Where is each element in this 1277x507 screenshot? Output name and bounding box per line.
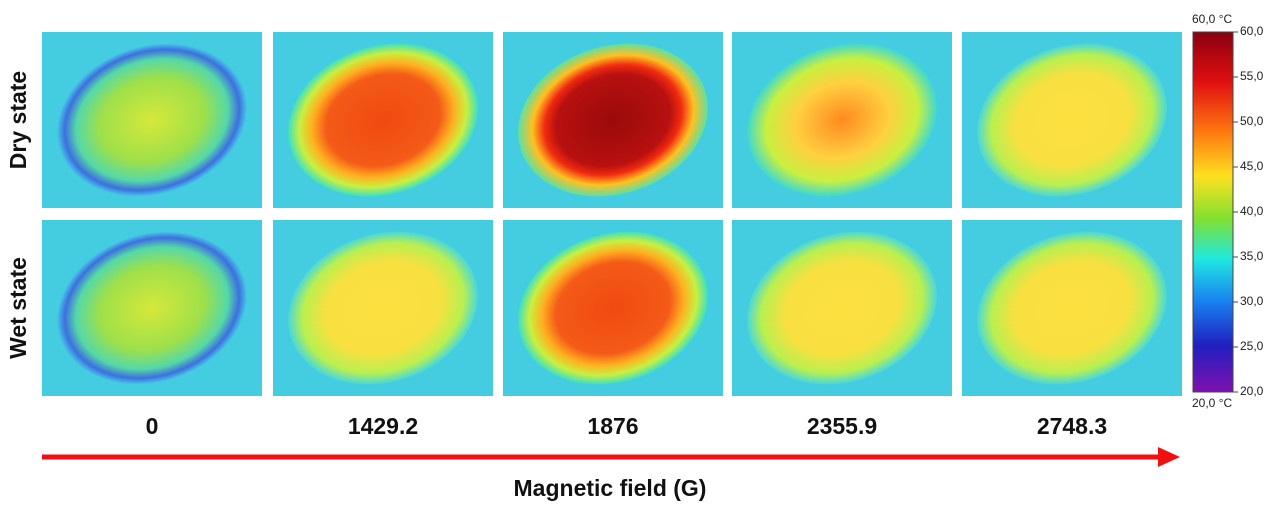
- colorbar-tick-label: 20,0: [1240, 384, 1264, 398]
- colorbar-tick-label: 40,0: [1240, 204, 1264, 218]
- row-label: Dry state: [5, 71, 31, 169]
- figure: 60,0 °C 20,0 °C Magnetic field (G) Dry s…: [0, 0, 1277, 502]
- colorbar-tick-label: 35,0: [1240, 249, 1264, 263]
- column-label: 0: [146, 413, 159, 439]
- colorbar: [1193, 32, 1233, 392]
- column-label: 2748.3: [1037, 413, 1107, 439]
- colorbar-tick-label: 55,0: [1240, 69, 1264, 83]
- colorbar-tick-label: 30,0: [1240, 294, 1264, 308]
- colorbar-min-label: 20,0 °C: [1192, 396, 1232, 410]
- x-axis-label: Magnetic field (G): [514, 475, 707, 501]
- column-label: 2355.9: [807, 413, 877, 439]
- colorbar-tick-label: 25,0: [1240, 339, 1264, 353]
- thermal-images: [37, 20, 1187, 408]
- colorbar-tick-label: 45,0: [1240, 159, 1264, 173]
- colorbar-tick-label: 50,0: [1240, 114, 1264, 128]
- arrow-head: [1158, 447, 1180, 467]
- colorbar-tick-label: 60,0: [1240, 24, 1264, 38]
- column-label: 1429.2: [348, 413, 418, 439]
- row-label: Wet state: [5, 257, 31, 359]
- column-label: 1876: [587, 413, 638, 439]
- colorbar-max-label: 60,0 °C: [1192, 12, 1232, 26]
